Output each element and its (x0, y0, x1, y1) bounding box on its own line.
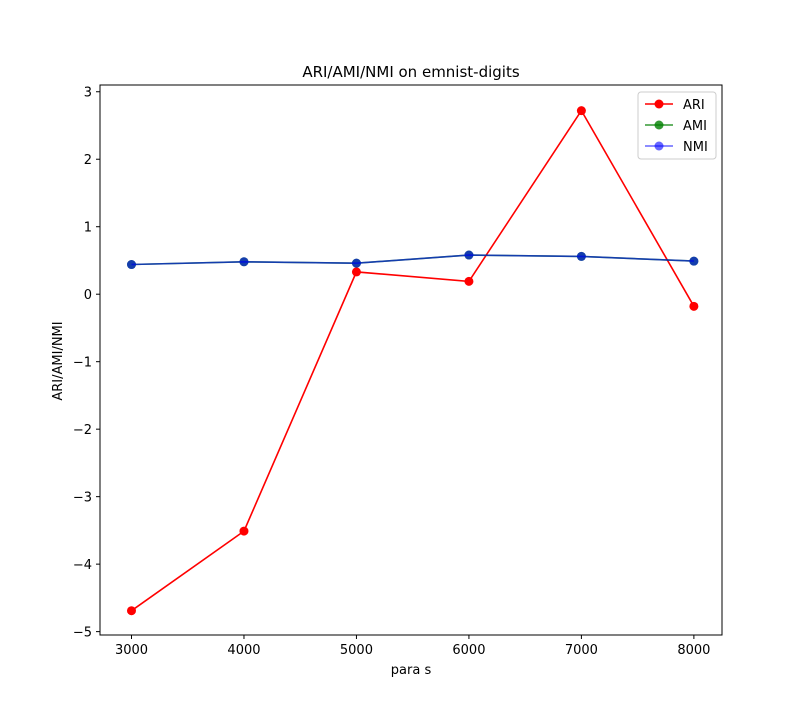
y-tick-label: −4 (73, 558, 92, 573)
plot-frame (99, 84, 723, 636)
data-point-ari (576, 106, 586, 116)
axis-ticks: 3000 4000 5000 6000 7000 8000 −5 −4 −3 −2 −1 0 1 2 3 (73, 86, 711, 658)
data-point-nmi (126, 260, 136, 270)
y-axis-title: ARI/AMI/NMI (51, 321, 66, 400)
legend-label-ami: AMI (683, 119, 707, 134)
plot-area (126, 106, 699, 616)
y-tick-label: −2 (73, 423, 92, 438)
y-tick-label: −1 (73, 356, 92, 371)
y-tick-label: −5 (73, 626, 92, 641)
legend-label-nmi: NMI (683, 140, 708, 155)
series-line-nmi (131, 254, 694, 266)
x-axis-title: para s (391, 663, 432, 678)
x-tick-label: 7000 (565, 643, 598, 658)
legend-marker-ami (654, 120, 664, 130)
chart-title: ARI/AMI/NMI on emnist-digits (302, 63, 520, 81)
data-point-ari (464, 276, 474, 286)
y-tick-label: 3 (84, 86, 92, 101)
data-point-ari (126, 606, 136, 616)
data-point-nmi (351, 258, 361, 268)
x-tick-label: 3000 (115, 643, 148, 658)
x-tick-label: 6000 (452, 643, 485, 658)
y-tick-label: −3 (73, 491, 92, 506)
y-tick-label: 1 (84, 221, 92, 236)
y-tick-label: 0 (84, 288, 92, 303)
legend: ARI AMI NMI (637, 91, 717, 160)
data-point-ari (689, 301, 699, 311)
legend-label-ari: ARI (683, 98, 705, 113)
data-point-ari (239, 526, 249, 536)
data-point-nmi (239, 257, 249, 267)
x-tick-label: 4000 (227, 643, 260, 658)
legend-marker-nmi (654, 141, 664, 151)
data-point-nmi (689, 256, 699, 266)
x-tick-label: 8000 (677, 643, 710, 658)
data-point-nmi (464, 250, 474, 260)
data-point-nmi (576, 251, 586, 261)
x-tick-label: 5000 (340, 643, 373, 658)
y-tick-label: 2 (84, 153, 92, 168)
series-line-ari (131, 109, 695, 612)
legend-marker-ari (654, 99, 664, 109)
data-point-ari (351, 267, 361, 277)
